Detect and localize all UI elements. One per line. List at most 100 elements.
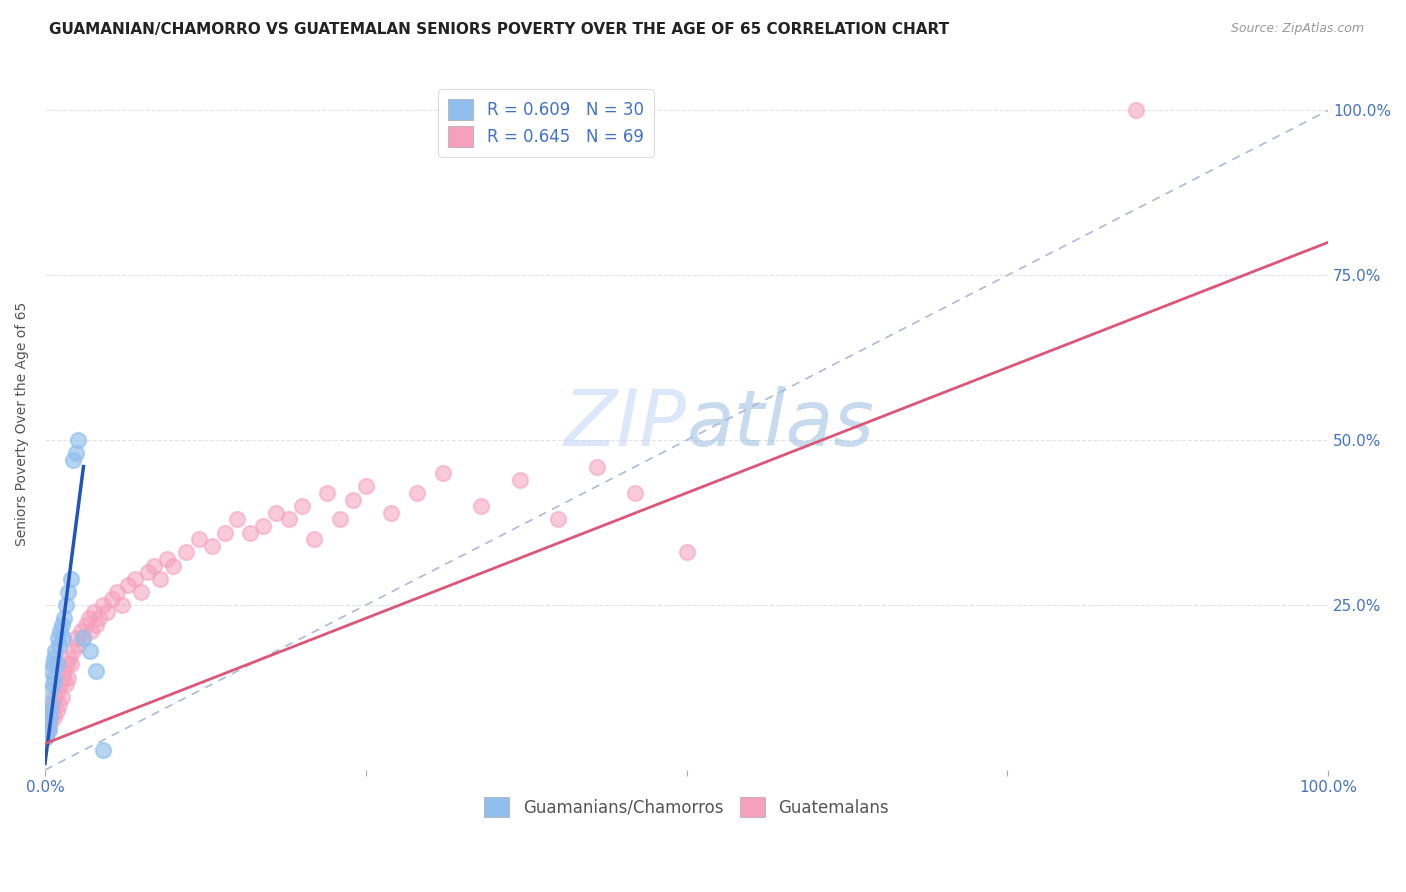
- Point: [84, 664, 107, 678]
- Point: [51, 690, 73, 705]
- Point: [585, 459, 607, 474]
- Point: [214, 525, 236, 540]
- Point: [105, 585, 128, 599]
- Point: [52, 671, 75, 685]
- Point: [41, 697, 63, 711]
- Point: [55, 677, 77, 691]
- Point: [56, 585, 79, 599]
- Point: [124, 572, 146, 586]
- Point: [100, 591, 122, 606]
- Point: [65, 446, 87, 460]
- Point: [174, 545, 197, 559]
- Point: [252, 519, 274, 533]
- Point: [44, 690, 66, 705]
- Point: [77, 611, 100, 625]
- Text: Source: ZipAtlas.com: Source: ZipAtlas.com: [1230, 22, 1364, 36]
- Point: [136, 565, 159, 579]
- Point: [149, 572, 172, 586]
- Point: [62, 644, 84, 658]
- Point: [111, 598, 134, 612]
- Point: [156, 552, 179, 566]
- Point: [129, 585, 152, 599]
- Point: [42, 651, 65, 665]
- Point: [62, 453, 84, 467]
- Point: [46, 631, 69, 645]
- Point: [79, 644, 101, 658]
- Point: [46, 683, 69, 698]
- Point: [42, 671, 65, 685]
- Point: [354, 479, 377, 493]
- Point: [49, 624, 72, 639]
- Point: [59, 572, 82, 586]
- Text: atlas: atlas: [686, 385, 875, 462]
- Point: [39, 710, 62, 724]
- Point: [58, 651, 80, 665]
- Point: [48, 697, 70, 711]
- Point: [624, 486, 647, 500]
- Point: [56, 657, 79, 672]
- Point: [91, 743, 114, 757]
- Point: [53, 664, 76, 678]
- Point: [52, 631, 75, 645]
- Point: [38, 723, 60, 738]
- Point: [45, 657, 67, 672]
- Point: [35, 730, 58, 744]
- Point: [304, 532, 326, 546]
- Point: [59, 657, 82, 672]
- Point: [277, 512, 299, 526]
- Point: [41, 664, 63, 678]
- Point: [67, 638, 90, 652]
- Point: [49, 677, 72, 691]
- Point: [143, 558, 166, 573]
- Point: [547, 512, 569, 526]
- Point: [38, 704, 60, 718]
- Point: [188, 532, 211, 546]
- Point: [72, 631, 94, 645]
- Point: [65, 631, 87, 645]
- Point: [83, 605, 105, 619]
- Point: [201, 539, 224, 553]
- Point: [264, 506, 287, 520]
- Point: [291, 499, 314, 513]
- Point: [44, 644, 66, 658]
- Point: [117, 578, 139, 592]
- Point: [84, 618, 107, 632]
- Y-axis label: Seniors Poverty Over the Age of 65: Seniors Poverty Over the Age of 65: [15, 301, 30, 546]
- Point: [70, 624, 93, 639]
- Point: [45, 704, 67, 718]
- Point: [239, 525, 262, 540]
- Point: [56, 671, 79, 685]
- Point: [470, 499, 492, 513]
- Point: [35, 730, 58, 744]
- Text: ZIP: ZIP: [564, 385, 686, 462]
- Point: [55, 598, 77, 612]
- Point: [1125, 103, 1147, 118]
- Point: [41, 657, 63, 672]
- Point: [39, 683, 62, 698]
- Point: [41, 677, 63, 691]
- Point: [53, 611, 76, 625]
- Point: [406, 486, 429, 500]
- Point: [42, 710, 65, 724]
- Point: [329, 512, 352, 526]
- Point: [226, 512, 249, 526]
- Point: [51, 618, 73, 632]
- Point: [67, 434, 90, 448]
- Point: [37, 716, 59, 731]
- Point: [316, 486, 339, 500]
- Point: [509, 473, 531, 487]
- Point: [75, 618, 97, 632]
- Point: [38, 710, 60, 724]
- Point: [37, 723, 59, 738]
- Point: [675, 545, 697, 559]
- Point: [162, 558, 184, 573]
- Legend: Guamanians/Chamorros, Guatemalans: Guamanians/Chamorros, Guatemalans: [478, 790, 896, 824]
- Point: [96, 605, 118, 619]
- Point: [72, 631, 94, 645]
- Point: [39, 716, 62, 731]
- Point: [87, 611, 110, 625]
- Point: [432, 466, 454, 480]
- Point: [80, 624, 103, 639]
- Point: [41, 697, 63, 711]
- Point: [342, 492, 364, 507]
